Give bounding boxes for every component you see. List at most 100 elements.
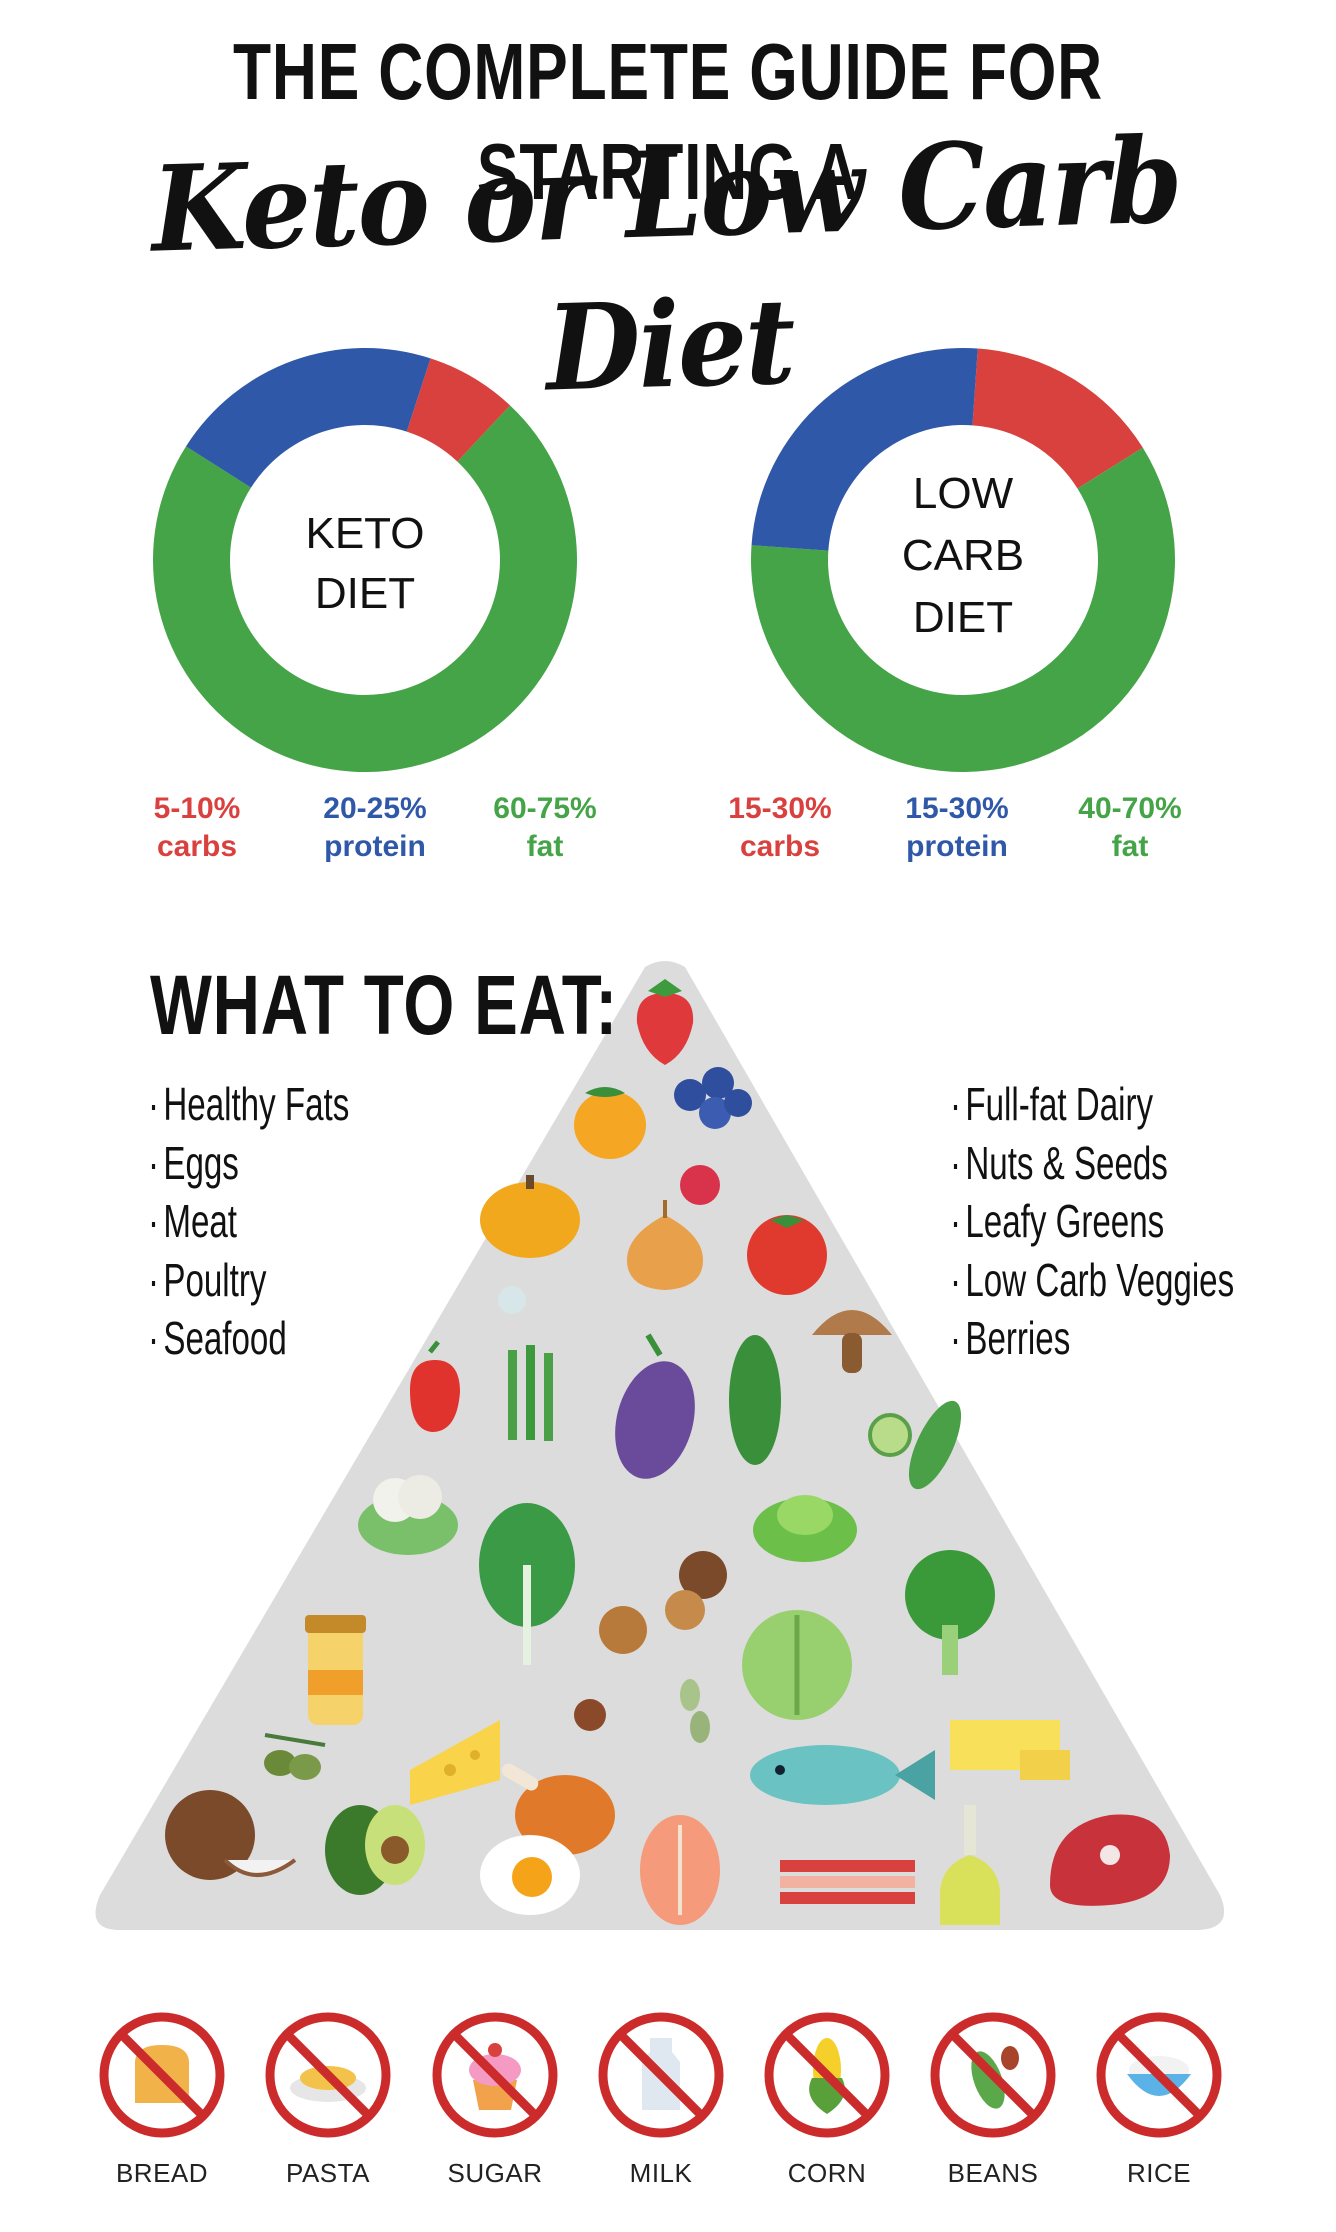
asparagus-icon [508,1345,553,1441]
fried-egg-icon [480,1835,580,1915]
rice-bowl-icon [1096,2012,1222,2138]
avoid-beans: BEANS [918,2008,1068,2189]
lowcarb-legend-protein-pct: 15-30% [905,792,1009,825]
olive-oil-bottle-icon [940,1805,1000,1925]
lowcarb-center-label-1: LOW [913,469,1014,518]
keto-legend-protein-pct: 20-25% [323,792,427,825]
keto-legend-protein-name: protein [324,830,426,863]
list-item: Low Carb Veggies [950,1251,1234,1310]
walnut-icon [599,1606,647,1654]
keto-donut-chart: KETO DIET [152,348,577,772]
zucchini-icon [729,1335,781,1465]
list-item: Berries [950,1309,1234,1368]
donut-slice-fat [751,447,1175,773]
keto-legend-fat-pct: 60-75% [493,792,597,825]
list-item: Meat [148,1192,349,1251]
keto-legend-fat: 60-75% fat [460,790,630,866]
bell-pepper-icon [410,1340,460,1432]
lowcarb-legend-protein: 15-30% protein [872,790,1042,866]
cucumber-icon [908,1400,962,1490]
coconut-icon [165,1790,297,1880]
donut-slice-protein [751,348,978,551]
butter-icon [950,1720,1070,1780]
lowcarb-legend-fat-pct: 40-70% [1078,792,1182,825]
beans-icon [930,2012,1056,2138]
cabbage-icon [742,1610,852,1720]
broccoli-icon [905,1550,995,1675]
cupcake-icon [432,2012,558,2138]
avoid-rice: RICE [1084,2008,1234,2189]
list-item: Leafy Greens [950,1192,1234,1251]
strawberry-icon [636,979,694,1065]
donut-slice-carbs [972,348,1143,489]
what-to-eat-heading: WHAT TO EAT: [150,958,618,1052]
olives-icon [264,1733,326,1780]
lowcarb-legend-carbs-name: carbs [739,830,821,863]
list-item: Eggs [148,1134,349,1193]
avoid-corn: CORN [752,2008,902,2189]
avoid-label: MILK [629,2158,693,2188]
hazelnut-icon [665,1551,727,1630]
keto-legend-protein: 20-25% protein [290,790,460,866]
avoid-label: SUGAR [447,2158,543,2188]
cucumber-slice-icon [868,1413,912,1457]
tomato-icon [747,1215,827,1295]
lowcarb-legend-fat: 40-70% fat [1045,790,1215,866]
lowcarb-center-label-2: CARB [902,531,1024,580]
lowcarb-legend-fat-name: fat [1111,830,1149,863]
avoid-label: PASTA [286,2158,370,2188]
garlic-icon [498,1286,526,1314]
lowcarb-donut-chart: LOW CARB DIET [751,348,1175,773]
eggplant-icon [615,1333,695,1479]
avoid-label: BREAD [115,2158,209,2188]
lowcarb-legend-carbs: 15-30% carbs [695,790,865,866]
bread-icon [99,2012,225,2138]
fish-icon [750,1745,935,1805]
keto-legend-carbs-pct: 5-10% [153,792,241,825]
avoid-milk: MILK [586,2008,736,2189]
lowcarb-legend-protein-name: protein [906,830,1008,863]
salmon-steak-icon [640,1815,720,1925]
donut-slice-protein [186,348,431,488]
pumpkin-icon [480,1175,580,1258]
list-item: Full-fat Dairy [950,1075,1234,1134]
lettuce-icon [753,1495,857,1562]
raspberry-icon [680,1165,720,1205]
food-pyramid [95,961,1225,1930]
mushroom-icon [812,1310,892,1373]
list-item: Poultry [148,1251,349,1310]
chicken-leg-icon [501,1763,615,1855]
donut-slice-carbs [406,358,511,462]
list-item: Healthy Fats [148,1075,349,1134]
keto-legend-carbs-name: carbs [156,830,238,863]
pasta-icon [265,2012,391,2138]
spinach-icon [479,1503,575,1665]
bacon-icon [780,1860,915,1904]
corn-icon [764,2012,890,2138]
avoid-label: CORN [787,2158,867,2188]
donut-slice-fat [152,405,577,772]
pecan-icon [574,1699,606,1731]
pumpkin-seeds-icon [680,1679,710,1743]
eat-list-left: Healthy Fats Eggs Meat Poultry Seafood [148,1075,349,1368]
keto-center-label-2: DIET [315,569,415,618]
avocado-icon [325,1805,425,1895]
list-item: Nuts & Seeds [950,1134,1234,1193]
lowcarb-center-label-3: DIET [913,593,1013,642]
keto-legend-carbs: 5-10% carbs [112,790,282,866]
avoid-label: BEANS [947,2158,1039,2188]
avoid-label: RICE [1126,2158,1192,2188]
keto-center-label-1: KETO [305,509,424,558]
avoid-pasta: PASTA [253,2008,403,2189]
keto-legend-fat-name: fat [526,830,564,863]
avoid-bread: BREAD [87,2008,237,2189]
milk-bottle-icon [598,2012,724,2138]
steak-icon [1050,1814,1170,1906]
lowcarb-legend-carbs-pct: 15-30% [728,792,832,825]
onion-icon [627,1200,703,1290]
blueberries-icon [674,1067,752,1129]
eat-list-right: Full-fat Dairy Nuts & Seeds Leafy Greens… [950,1075,1234,1368]
page-title: THE COMPLETE GUIDE FOR STARTING A [233,27,1103,216]
cheese-icon [410,1720,500,1805]
mango-icon [574,1087,646,1159]
